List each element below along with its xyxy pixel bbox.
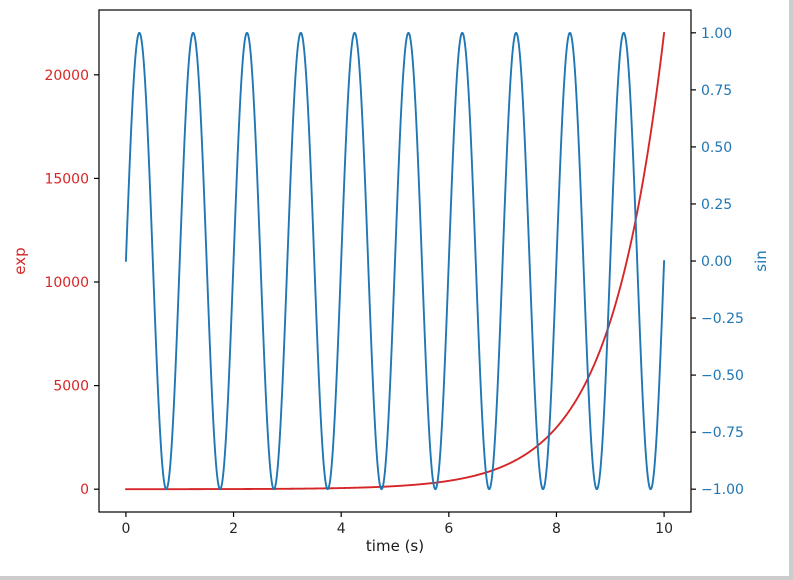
right-tick-label: 0.50	[701, 140, 732, 156]
left-tick-label: 20000	[44, 68, 89, 84]
right-tick-label: 0.00	[701, 254, 732, 270]
left-tick-label: 15000	[44, 171, 89, 187]
x-axis-label: time (s)	[365, 537, 425, 555]
right-tick-label: −0.25	[701, 311, 744, 327]
window-edge-bottom	[0, 576, 793, 580]
x-tick-label: 10	[655, 521, 673, 537]
right-tick-label: −1.00	[701, 482, 744, 498]
left-axis-label: exp	[11, 247, 29, 275]
left-tick-label: 0	[80, 482, 89, 498]
right-tick-label: 1.00	[701, 26, 732, 42]
x-tick-label: 0	[121, 521, 130, 537]
x-tick-label: 4	[337, 521, 346, 537]
right-tick-label: −0.75	[701, 425, 744, 441]
right-tick-label: 0.75	[701, 83, 732, 99]
left-tick-label: 10000	[44, 275, 89, 291]
right-axis-label: sin	[752, 250, 770, 272]
window-edge-right	[789, 0, 793, 580]
right-tick-label: −0.50	[701, 368, 744, 384]
series-line-exp	[124, 31, 666, 491]
x-tick-label: 8	[552, 521, 561, 537]
left-tick-label: 5000	[53, 379, 89, 395]
right-tick-label: 0.25	[701, 197, 732, 213]
series-line-sin	[124, 31, 666, 491]
x-tick-label: 2	[229, 521, 238, 537]
x-tick-label: 6	[444, 521, 453, 537]
